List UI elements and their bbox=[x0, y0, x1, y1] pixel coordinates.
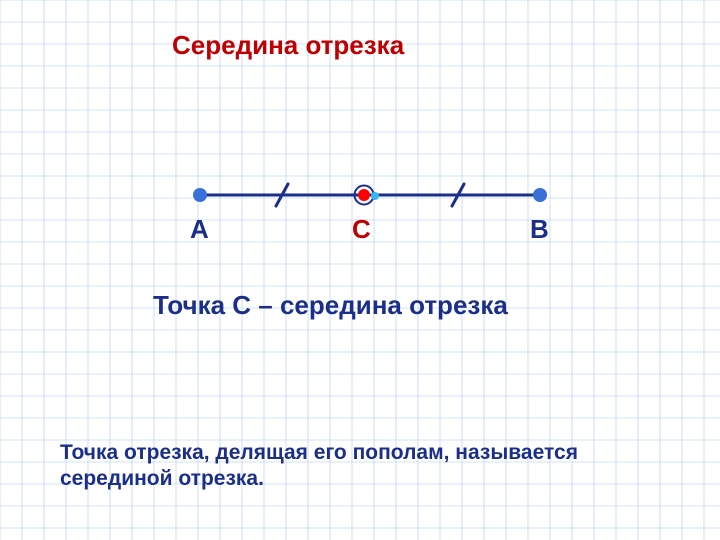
definition-line-2: серединой отрезка. bbox=[60, 466, 578, 492]
point-label-A: A bbox=[190, 214, 209, 244]
caption-text: Точка С – середина отрезка bbox=[153, 290, 508, 321]
point-label-B: В bbox=[530, 214, 549, 244]
point-label-C: С bbox=[352, 214, 371, 244]
slide-content: Середина отрезка AВС Точка С – середина … bbox=[0, 0, 720, 540]
definition-text: Точка отрезка, делящая его пополам, назы… bbox=[60, 440, 578, 492]
definition-line-1: Точка отрезка, делящая его пополам, назы… bbox=[60, 440, 578, 466]
